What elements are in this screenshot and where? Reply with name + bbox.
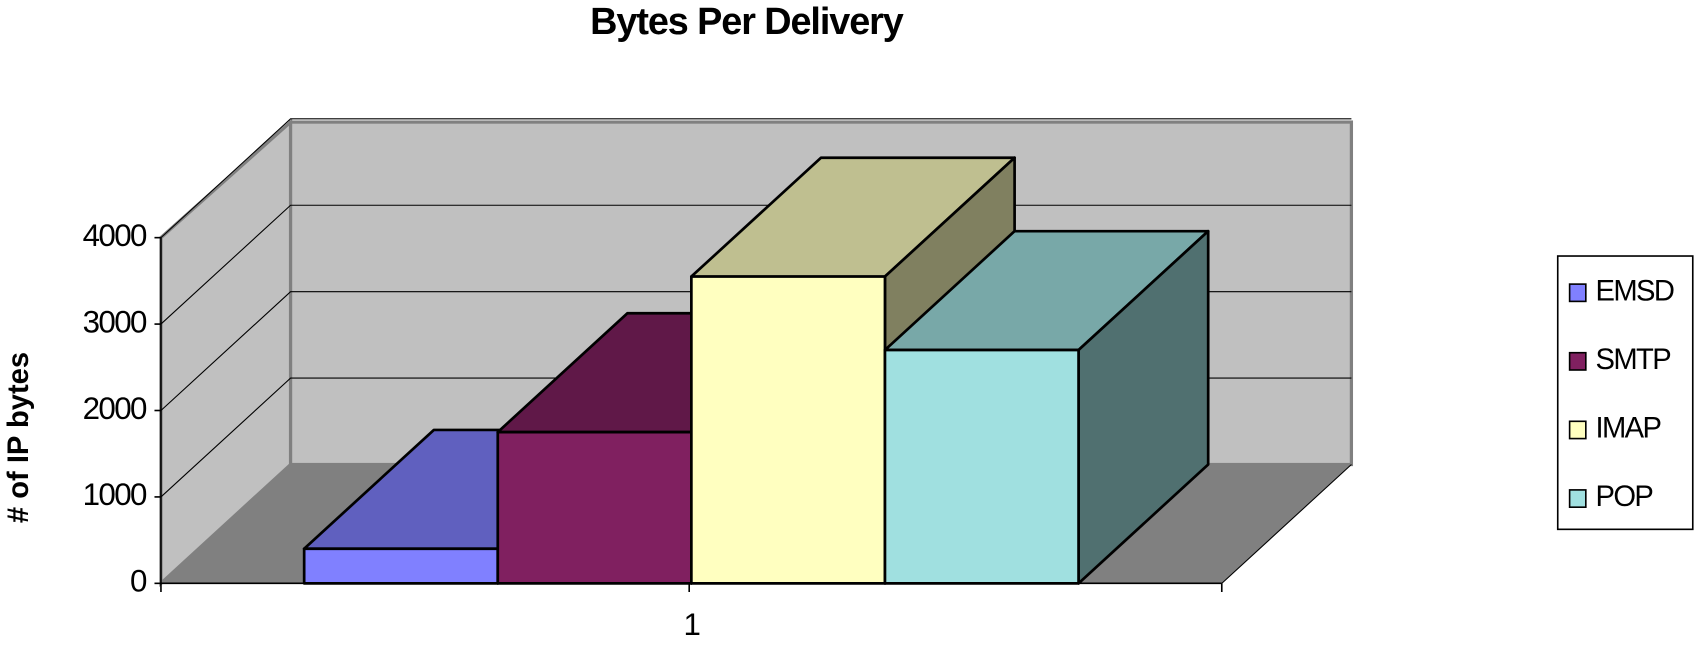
y-tick-label: 1000 — [83, 477, 147, 512]
floor-edge — [1221, 464, 1352, 584]
bar-front — [496, 430, 693, 585]
y-axis-label: # of IP bytes — [3, 352, 35, 523]
bars — [302, 156, 1210, 585]
bar — [883, 229, 1210, 585]
chart-title: Bytes Per Delivery — [590, 1, 904, 43]
legend-label: POP — [1596, 481, 1653, 513]
grid-line — [160, 118, 1352, 239]
y-tick-label: 0 — [130, 564, 147, 599]
bar-front — [302, 547, 500, 585]
y-tick-label: 2000 — [83, 391, 147, 426]
y-tick-label: 4000 — [83, 218, 147, 253]
bar-front — [690, 275, 887, 585]
legend-swatch — [1568, 351, 1587, 371]
y-tick-label: 3000 — [83, 304, 147, 339]
legend-swatch — [1568, 420, 1587, 440]
legend-label: EMSD — [1596, 275, 1674, 307]
legend-swatch — [1568, 283, 1587, 303]
legend-label: SMTP — [1596, 344, 1671, 376]
legend-label: IMAP — [1596, 413, 1661, 445]
bar-front — [883, 348, 1080, 585]
legend-swatch — [1568, 489, 1587, 508]
legend-items: EMSD SMTP IMAP POP — [1568, 275, 1675, 513]
x-tick-label: 1 — [683, 607, 699, 642]
